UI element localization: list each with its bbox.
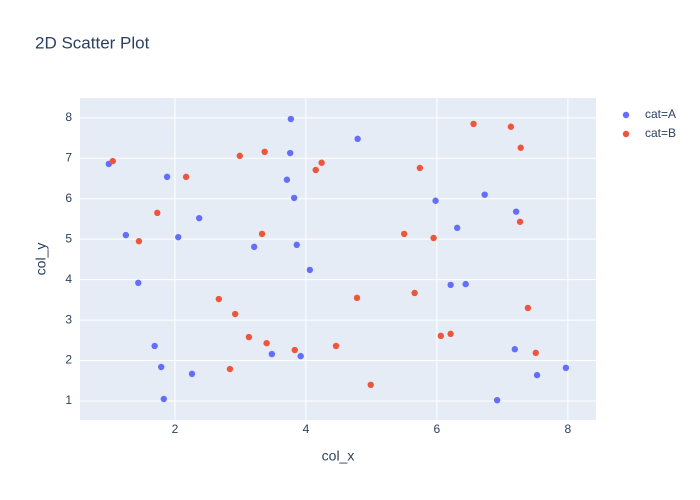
point [261,148,268,156]
point [250,243,258,251]
point [154,209,161,217]
point [332,342,340,350]
y-tick-label: 5 [65,231,72,245]
point [287,115,295,123]
x-tick-label: 8 [564,422,571,436]
point [512,208,520,215]
point [367,381,374,389]
point [163,173,171,181]
x-tick-label: 2 [172,422,179,436]
legend-label[interactable]: cat=A [645,107,676,121]
point [160,395,168,403]
point [447,330,454,338]
point [532,349,539,357]
y-tick-label: 6 [65,191,72,205]
point [447,281,454,289]
point [533,371,541,379]
y-tick-label: 4 [65,272,72,286]
point [562,364,570,372]
chart-title: 2D Scatter Plot [35,33,150,52]
point [312,166,319,174]
point [151,342,158,350]
point [411,289,418,297]
point [135,238,143,245]
point [195,214,203,222]
point [416,164,424,172]
plot-area [80,98,596,420]
point [432,197,439,204]
point [258,230,266,238]
point [268,350,276,358]
legend-marker [622,130,630,138]
y-tick-label: 7 [65,150,72,164]
point [481,191,488,198]
y-tick-label: 2 [65,353,72,367]
x-tick-label: 6 [434,422,441,436]
point [109,157,116,165]
point [511,346,519,353]
point [354,135,361,143]
y-tick-label: 1 [65,393,72,407]
point [291,346,298,354]
point [135,279,142,287]
point [231,310,239,318]
point [517,144,524,151]
point [297,352,304,360]
x-axis-title: col_x [322,448,355,464]
y-tick-label: 3 [65,312,72,326]
point [437,332,445,340]
point [188,370,196,378]
point [524,304,532,312]
point [283,176,291,183]
point [122,231,130,239]
point [462,280,469,288]
legend-marker [622,111,630,119]
point [263,339,270,347]
y-axis-title: col_y [33,243,49,276]
y-tick-label: 8 [65,110,72,124]
point [507,123,515,130]
point [157,363,165,371]
point [306,266,314,274]
point [245,333,253,341]
point [470,120,477,128]
point [182,173,190,181]
point [493,396,501,404]
point [236,152,243,160]
point [453,224,461,232]
point [400,230,408,238]
point [226,365,234,373]
point [175,233,182,241]
point [353,294,361,302]
legend-label[interactable]: cat=B [645,126,676,140]
point [286,149,294,157]
point [318,159,325,166]
point [430,234,437,242]
point [516,218,524,225]
point [290,194,298,202]
point [293,241,300,249]
point [215,295,223,303]
x-tick-label: 4 [303,422,310,436]
